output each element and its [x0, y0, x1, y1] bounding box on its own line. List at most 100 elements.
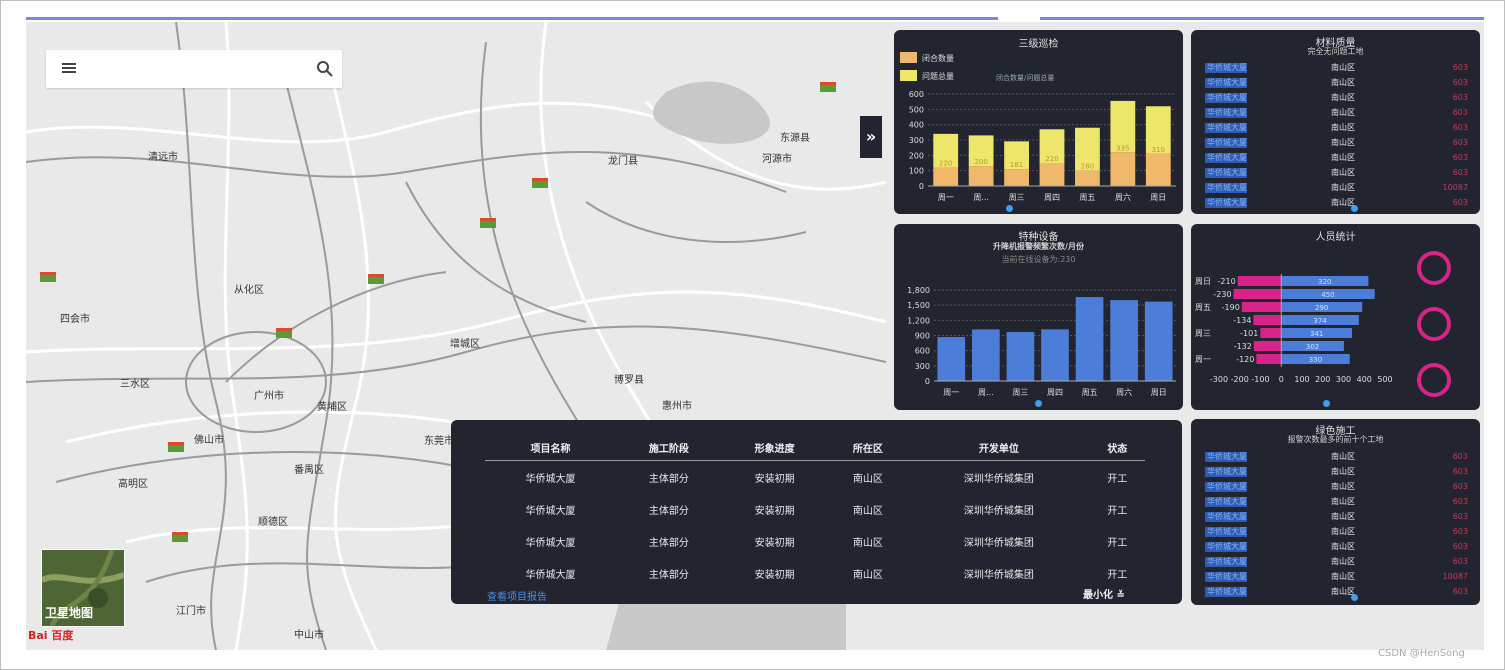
map-city-label[interactable]: 黄埔区: [317, 402, 347, 413]
list-item[interactable]: 华侨城大厦 南山区 603: [1191, 153, 1480, 163]
search-icon[interactable]: [316, 60, 334, 78]
column-header[interactable]: 状态: [1089, 434, 1145, 461]
carousel-dot[interactable]: [1351, 594, 1358, 601]
bar-closed[interactable]: [1004, 169, 1029, 186]
search-input[interactable]: [90, 58, 304, 80]
list-item[interactable]: 华侨城大厦 南山区 603: [1191, 138, 1480, 148]
bar-equipment[interactable]: [937, 337, 966, 381]
bar-equipment[interactable]: [972, 329, 1000, 381]
bar-equipment[interactable]: [1006, 331, 1035, 381]
bar-negative[interactable]: [1237, 276, 1282, 286]
carousel-dot[interactable]: [1351, 205, 1358, 212]
bar-equipment[interactable]: [1110, 300, 1138, 381]
map-city-label[interactable]: 河源市: [762, 154, 792, 165]
bar-negative[interactable]: [1233, 289, 1282, 299]
map-city-label[interactable]: 顺德区: [258, 517, 288, 528]
bar-negative[interactable]: [1241, 302, 1282, 312]
map-city-label[interactable]: 三水区: [120, 379, 150, 390]
bar-closed[interactable]: [1075, 170, 1100, 186]
table-row[interactable]: 华侨城大厦 主体部分 安装初期 南山区 深圳华侨城集团 开工: [485, 525, 1145, 557]
map-city-label[interactable]: 高明区: [118, 479, 148, 490]
column-header[interactable]: 项目名称: [485, 434, 616, 461]
list-item[interactable]: 华侨城大厦 南山区 603: [1191, 467, 1480, 477]
satellite-map-toggle[interactable]: [41, 549, 125, 627]
view-project-report-link[interactable]: 查看项目报告: [487, 592, 547, 603]
bar-negative[interactable]: [1256, 354, 1282, 364]
list-item[interactable]: 华侨城大厦 南山区 603: [1191, 482, 1480, 492]
bar-issues[interactable]: [968, 135, 994, 167]
bar-issues[interactable]: [1004, 141, 1029, 170]
column-header[interactable]: 所在区: [827, 434, 909, 461]
list-item[interactable]: 华侨城大厦 南山区 603: [1191, 168, 1480, 178]
map-city-label[interactable]: 清远市: [148, 152, 178, 163]
map-city-label[interactable]: 四会市: [60, 314, 90, 325]
bar-positive[interactable]: [1281, 289, 1375, 299]
list-item[interactable]: 华侨城大厦 南山区 603: [1191, 452, 1480, 462]
list-item[interactable]: 华侨城大厦 南山区 603: [1191, 123, 1480, 133]
list-item[interactable]: 华侨城大厦 南山区 10087: [1191, 183, 1480, 193]
list-item[interactable]: 华侨城大厦 南山区 603: [1191, 198, 1480, 208]
map-city-label[interactable]: 番禺区: [294, 465, 324, 476]
bar-positive[interactable]: [1281, 302, 1363, 312]
map-city-label[interactable]: 中山市: [294, 630, 324, 641]
bar-equipment[interactable]: [1144, 301, 1173, 381]
list-item[interactable]: 华侨城大厦 南山区 603: [1191, 512, 1480, 522]
bar-closed[interactable]: [1039, 163, 1065, 186]
bar-closed[interactable]: [1145, 153, 1171, 186]
list-item[interactable]: 华侨城大厦 南山区 603: [1191, 542, 1480, 552]
list-item[interactable]: 华侨城大厦 南山区 603: [1191, 108, 1480, 118]
table-row[interactable]: 华侨城大厦 主体部分 安装初期 南山区 深圳华侨城集团 开工: [485, 461, 1145, 494]
bar-negative[interactable]: [1260, 328, 1282, 338]
site-name: 华侨城大厦: [1205, 512, 1247, 522]
bar-closed[interactable]: [1110, 152, 1136, 186]
map-city-label[interactable]: 广州市: [254, 391, 284, 402]
table-row[interactable]: 华侨城大厦 主体部分 安装初期 南山区 深圳华侨城集团 开工: [485, 557, 1145, 589]
column-header[interactable]: 开发单位: [908, 434, 1090, 461]
y-tick-label: 600: [915, 347, 930, 356]
carousel-dot[interactable]: [1035, 400, 1042, 407]
column-header[interactable]: 形象进度: [721, 434, 828, 461]
bar-positive[interactable]: [1281, 341, 1344, 351]
map-city-label[interactable]: 从化区: [234, 285, 264, 296]
carousel-dot[interactable]: [1323, 400, 1330, 407]
bar-issues[interactable]: [933, 133, 959, 168]
map-search-box[interactable]: [46, 50, 342, 88]
list-item[interactable]: 华侨城大厦 南山区 603: [1191, 497, 1480, 507]
map-city-label[interactable]: 佛山市: [194, 435, 224, 446]
list-item[interactable]: 华侨城大厦 南山区 603: [1191, 527, 1480, 537]
table-cell: 主体部分: [648, 473, 689, 485]
list-item[interactable]: 华侨城大厦 南山区 603: [1191, 557, 1480, 567]
list-item[interactable]: 华侨城大厦 南山区 603: [1191, 78, 1480, 88]
map-city-label[interactable]: 博罗县: [614, 375, 644, 386]
bar-positive[interactable]: [1281, 276, 1369, 286]
list-item[interactable]: 华侨城大厦 南山区 10087: [1191, 572, 1480, 582]
collapse-panels-button[interactable]: »: [860, 116, 882, 158]
map-city-label[interactable]: 东源县: [780, 133, 810, 144]
bar-equipment[interactable]: [1041, 329, 1069, 381]
bar-positive[interactable]: [1281, 354, 1350, 364]
list-item[interactable]: 华侨城大厦 南山区 603: [1191, 63, 1480, 73]
bar-issues[interactable]: [1075, 127, 1100, 171]
bar-equipment[interactable]: [1075, 297, 1104, 381]
menu-icon[interactable]: [62, 61, 76, 75]
bar-closed[interactable]: [933, 167, 959, 186]
bar-issues[interactable]: [1145, 106, 1171, 154]
map-city-label[interactable]: 龙门县: [608, 156, 638, 167]
bar-positive[interactable]: [1281, 328, 1353, 338]
map-city-label[interactable]: 东莞市: [424, 436, 454, 447]
bar-issues[interactable]: [1039, 129, 1065, 163]
map-city-label[interactable]: 增城区: [450, 339, 480, 350]
table-row[interactable]: 华侨城大厦 主体部分 安装初期 南山区 深圳华侨城集团 开工: [485, 493, 1145, 525]
bar-negative[interactable]: [1253, 315, 1282, 325]
minimize-button[interactable]: 最小化 ≚: [1083, 586, 1125, 601]
bar-issues[interactable]: [1110, 100, 1136, 153]
bar-closed[interactable]: [968, 166, 994, 186]
list-item[interactable]: 华侨城大厦 南山区 603: [1191, 93, 1480, 103]
bar-negative[interactable]: [1253, 341, 1282, 351]
map-city-label[interactable]: 江门市: [176, 606, 206, 617]
column-header[interactable]: 施工阶段: [615, 434, 722, 461]
bar-positive[interactable]: [1281, 315, 1359, 325]
list-item[interactable]: 华侨城大厦 南山区 603: [1191, 587, 1480, 597]
carousel-dot[interactable]: [1006, 205, 1013, 212]
map-city-label[interactable]: 惠州市: [662, 401, 692, 412]
